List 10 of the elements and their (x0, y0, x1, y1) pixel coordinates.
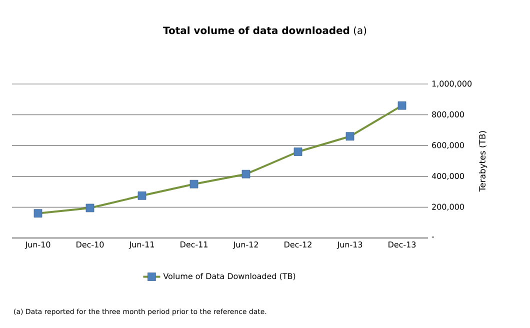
point (346, 132, 354, 141)
chart-title: Total volume of data downloaded (a) (163, 26, 366, 36)
point (86, 204, 94, 212)
point (242, 170, 250, 178)
y-axis-title: Terabytes (TB) (478, 131, 488, 192)
point (190, 180, 198, 188)
point (294, 148, 302, 156)
point (398, 101, 406, 110)
point (34, 209, 42, 218)
point (138, 191, 146, 200)
